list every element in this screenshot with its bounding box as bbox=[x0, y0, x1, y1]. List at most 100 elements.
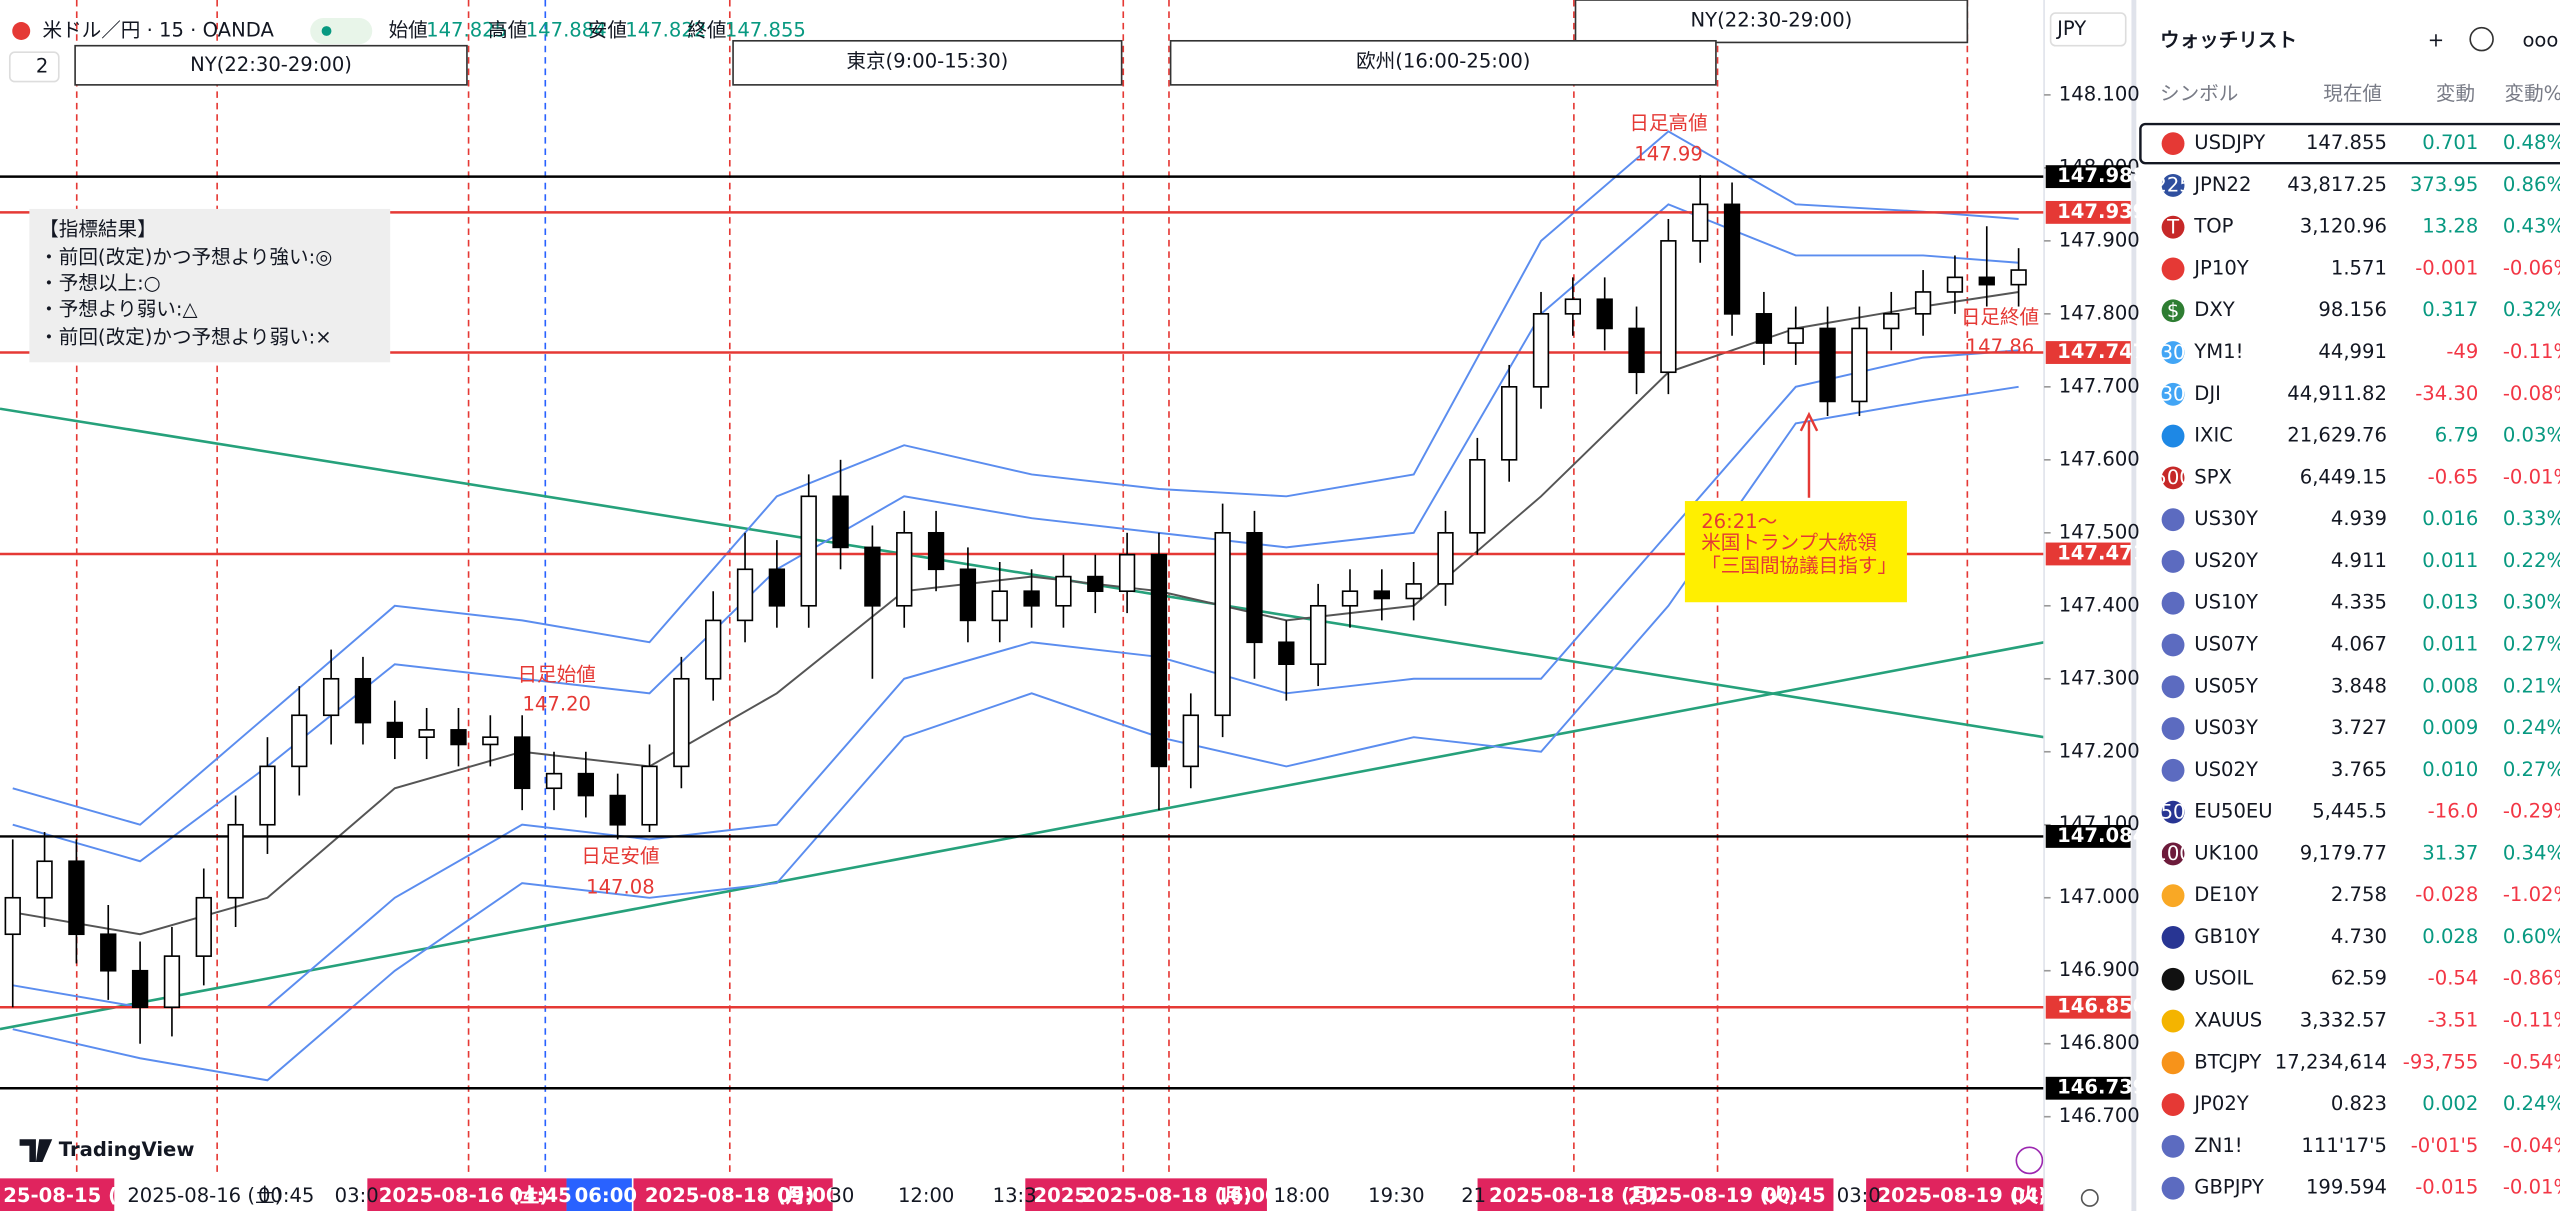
price: 9,179.77 bbox=[2300, 841, 2387, 864]
ohlc-value: 147.825 bbox=[426, 19, 507, 42]
symbol-icon bbox=[2161, 633, 2185, 657]
watch-row[interactable]: IXIC 21,629.76 6.79 0.03% bbox=[2161, 424, 2560, 448]
symbol: USDJPY bbox=[2194, 131, 2265, 154]
watch-row[interactable]: US20Y 4.911 0.011 0.22% bbox=[2161, 549, 2560, 573]
add-symbol[interactable]: + bbox=[2428, 28, 2444, 51]
symbol: XAUUS bbox=[2194, 1009, 2262, 1032]
time-label: 2025 bbox=[1033, 1184, 1088, 1207]
time-label: 04:4 bbox=[2011, 1184, 2060, 1207]
watch-row[interactable]: DE10Y 2.758 -0.028 -1.02% bbox=[2161, 883, 2560, 908]
time-label: 06:00 bbox=[575, 1184, 637, 1207]
watch-row[interactable]: GBPJPY 199.594 -0.015 -0.01% bbox=[2161, 1176, 2560, 1200]
change-pct: 0.27% bbox=[2503, 632, 2560, 655]
price: 4.939 bbox=[2331, 507, 2387, 530]
watch-row[interactable]: GB10Y 4.730 0.028 0.60% bbox=[2161, 925, 2560, 949]
candle-body bbox=[1341, 590, 1359, 607]
watch-row[interactable]: 50 EU50EU 5,445.5 -16.0 -0.29% bbox=[2161, 800, 2560, 824]
watch-row[interactable]: ZN1! 111'17'5 -0'01'5 -0.04% bbox=[2161, 1134, 2560, 1158]
symbol-icon bbox=[2161, 132, 2185, 156]
ohlc-label: 終値 bbox=[687, 19, 726, 42]
change-pct: 0.24% bbox=[2503, 1092, 2560, 1115]
annotation-label: 日足始値 bbox=[518, 663, 596, 686]
time-label: 12:00 bbox=[898, 1184, 954, 1207]
time-label: 09:00 bbox=[777, 1184, 839, 1207]
price-tag-label: 147.471 bbox=[2057, 541, 2146, 564]
watch-row[interactable]: $ DXY 98.156 0.317 0.32% bbox=[2161, 298, 2560, 323]
candle-body bbox=[1660, 240, 1677, 374]
price: 44,911.82 bbox=[2287, 382, 2387, 405]
watch-row[interactable]: JP02Y 0.823 0.002 0.24% bbox=[2161, 1092, 2560, 1117]
indicator-count[interactable]: 2 bbox=[36, 54, 48, 77]
col-header[interactable]: 変動 bbox=[2436, 82, 2475, 105]
ai-icon[interactable] bbox=[2015, 1146, 2044, 1175]
watch-row[interactable]: US05Y 3.848 0.008 0.21% bbox=[2161, 674, 2560, 699]
change-pct: 0.33% bbox=[2503, 507, 2560, 530]
watch-row[interactable]: 225 JPN22 43,817.25 373.95 0.86% bbox=[2154, 173, 2560, 197]
status-dot bbox=[321, 26, 332, 36]
watch-row[interactable]: US10Y 4.335 0.013 0.30% bbox=[2161, 591, 2560, 615]
watch-row[interactable]: US03Y 3.727 0.009 0.24% bbox=[2161, 716, 2560, 740]
time-label: 2025-08-19 (火) bbox=[1878, 1184, 2048, 1207]
price: 199.594 bbox=[2306, 1176, 2387, 1199]
watch-row[interactable]: JP10Y 1.571 -0.001 -0.06% bbox=[2161, 256, 2560, 281]
price: 0.823 bbox=[2331, 1092, 2387, 1115]
watch-row[interactable]: USDJPY 147.855 0.701 0.48% bbox=[2161, 131, 2560, 156]
watch-row[interactable]: T TOP 3,120.96 13.28 0.43% bbox=[2161, 215, 2560, 239]
watch-row[interactable]: 30 DJI 44,911.82 -34.30 -0.08% bbox=[2161, 382, 2560, 406]
change-pct: -0.54% bbox=[2503, 1050, 2560, 1073]
watch-row[interactable]: US02Y 3.765 0.010 0.27% bbox=[2161, 758, 2560, 782]
watch-row[interactable]: BTCJPY 17,234,614 -93,755 -0.54% bbox=[2161, 1050, 2560, 1075]
change-pct: -0.11% bbox=[2503, 340, 2560, 363]
time-label: 25-08-15 (金) bbox=[3, 1184, 145, 1207]
symbol-icon bbox=[2161, 466, 2185, 490]
currency[interactable]: JPY bbox=[2055, 17, 2086, 40]
change: -16.0 bbox=[2428, 800, 2479, 823]
time-label: 16:00 bbox=[1216, 1184, 1278, 1207]
symbol-icon bbox=[2161, 382, 2185, 406]
symbol-icon bbox=[2161, 967, 2185, 991]
col-header[interactable]: 現在値 bbox=[2323, 82, 2382, 105]
candle-body bbox=[1437, 531, 1454, 585]
change: -0.65 bbox=[2428, 465, 2479, 488]
symbol: UK100 bbox=[2194, 841, 2259, 864]
symbol: YM1! bbox=[2193, 340, 2243, 363]
y-tick-label: 147.300 bbox=[2059, 666, 2140, 689]
watch-row[interactable]: USOIL 62.59 -0.54 -0.86% bbox=[2161, 967, 2560, 991]
time-label: 00:45 bbox=[258, 1184, 314, 1207]
symbol: BTCJPY bbox=[2194, 1050, 2261, 1073]
currency-select[interactable] bbox=[2049, 12, 2127, 47]
price-tag-label: 147.988 bbox=[2057, 164, 2146, 187]
symbol-icon-text: 100 bbox=[2154, 842, 2191, 865]
logo-mark bbox=[19, 1139, 53, 1163]
time-label: 2025-08-19 (火) bbox=[1628, 1184, 1798, 1207]
candle-body bbox=[2010, 269, 2027, 286]
col-header[interactable]: 変動% bbox=[2504, 82, 2560, 105]
watch-row[interactable]: US07Y 4.067 0.011 0.27% bbox=[2161, 632, 2560, 657]
col-header[interactable]: シンボル bbox=[2160, 82, 2238, 105]
change: -93,755 bbox=[2403, 1050, 2479, 1073]
candle-body bbox=[1787, 327, 1804, 344]
price: 4.911 bbox=[2331, 549, 2387, 572]
change: 13.28 bbox=[2422, 215, 2478, 238]
candle-body bbox=[1723, 203, 1741, 315]
change-pct: -1.02% bbox=[2503, 883, 2560, 906]
symbol: DE10Y bbox=[2194, 883, 2258, 906]
more-menu[interactable]: ooo bbox=[2522, 28, 2558, 51]
annotation-price: 147.86 bbox=[1966, 335, 2035, 358]
candle-body bbox=[1819, 327, 1836, 403]
watchlist-title[interactable]: ウォッチリスト bbox=[2160, 28, 2297, 51]
candle-body bbox=[291, 714, 308, 768]
indicator-toggle[interactable] bbox=[8, 51, 60, 83]
change: -49 bbox=[2446, 340, 2478, 363]
session-label: 欧州(16:00-25:00) bbox=[1356, 50, 1530, 73]
settings-icon[interactable] bbox=[2080, 1188, 2099, 1207]
watch-row[interactable]: US30Y 4.939 0.016 0.33% bbox=[2161, 507, 2560, 532]
watch-row[interactable]: XAUUS 3,332.57 -3.51 -0.11% bbox=[2161, 1009, 2560, 1033]
symbol-icon-text: T bbox=[2166, 216, 2180, 239]
watch-row[interactable]: 100 UK100 9,179.77 31.37 0.34% bbox=[2154, 841, 2560, 866]
watch-row[interactable]: 30 YM1! 44,991 -49 -0.11% bbox=[2161, 340, 2560, 364]
symbol: US03Y bbox=[2194, 716, 2258, 739]
alerts-icon[interactable] bbox=[2469, 26, 2494, 52]
session-box bbox=[1169, 39, 1717, 86]
